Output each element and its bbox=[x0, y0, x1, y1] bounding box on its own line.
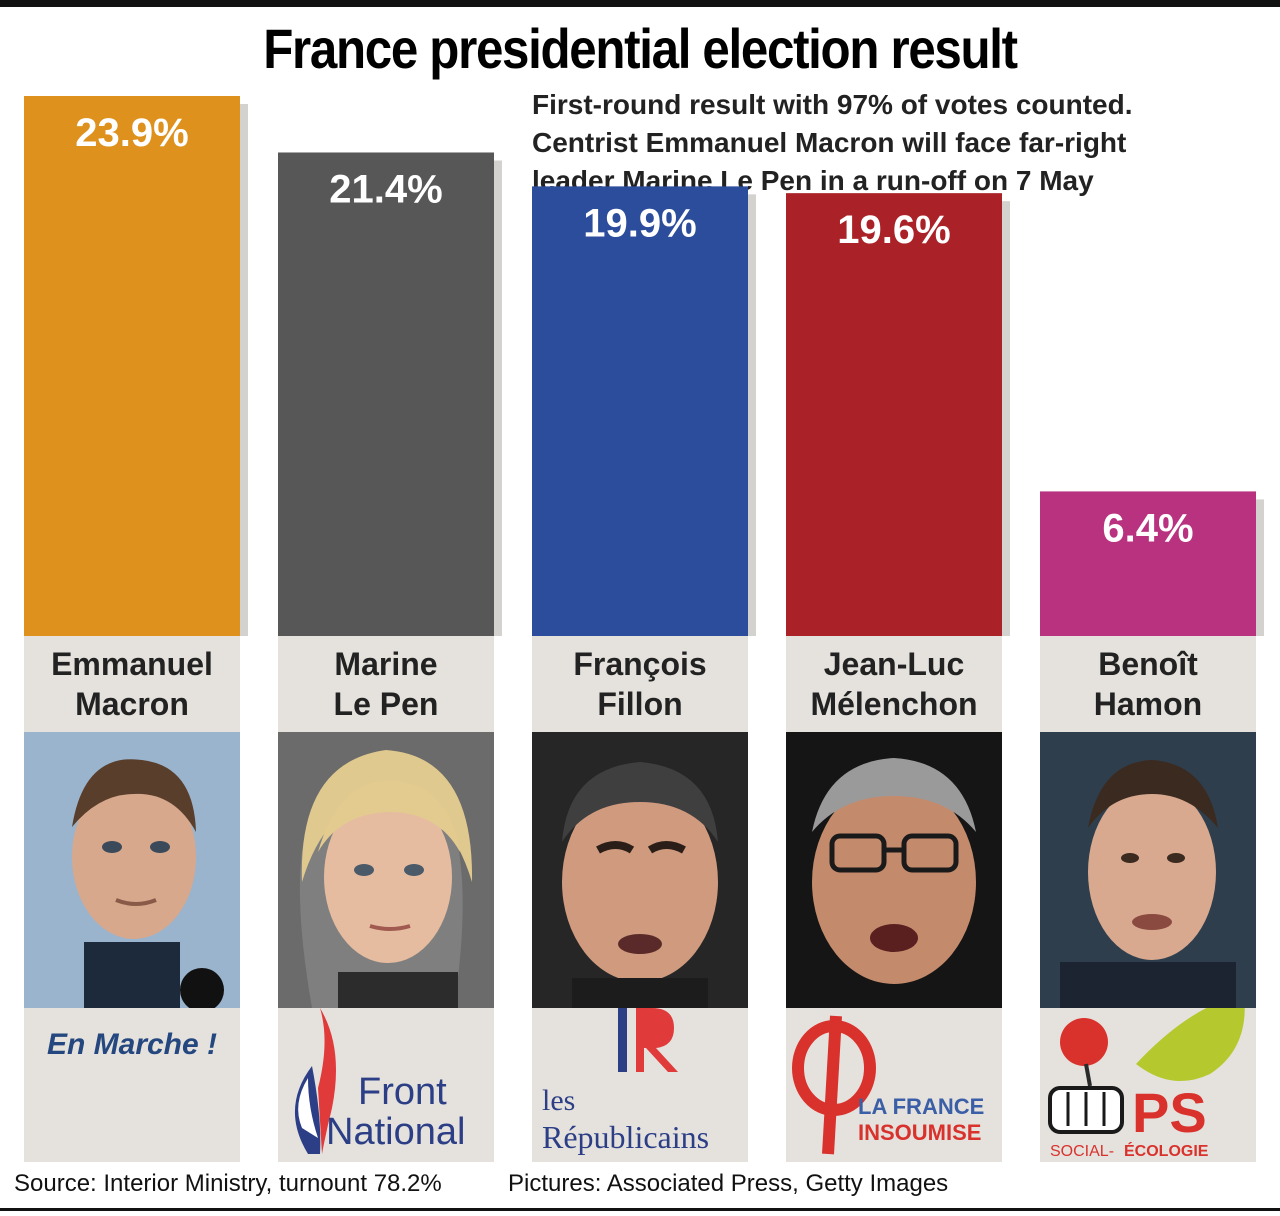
bar-value-label: 19.9% bbox=[583, 201, 696, 245]
bar-value-label: 19.6% bbox=[837, 208, 950, 252]
party-logo-text: ÉCOLOGIE bbox=[1124, 1141, 1209, 1160]
candidate-column-hamon: Benoît Hamon PS SOCIAL- ÉCOLOGIE bbox=[1040, 636, 1256, 1162]
candidate-last-name: Hamon bbox=[1093, 686, 1203, 722]
portrait-photo bbox=[532, 732, 748, 1008]
candidate-column-fillon: François Fillon les Républicains bbox=[532, 636, 748, 1162]
party-logo-text: Front bbox=[358, 1071, 447, 1113]
candidate-last-name: Le Pen bbox=[333, 686, 439, 722]
candidate-name: Emmanuel Macron bbox=[24, 644, 240, 724]
bar-value-label: 23.9% bbox=[75, 111, 188, 155]
chart-title: France presidential election result bbox=[263, 17, 1018, 80]
party-logo-text: Républicains bbox=[542, 1119, 709, 1155]
party-logo-text: SOCIAL- bbox=[1050, 1143, 1114, 1160]
party-logo-les-republicains: les Républicains bbox=[532, 1008, 748, 1162]
portrait-photo bbox=[24, 732, 240, 1008]
candidate-last-name: Fillon bbox=[597, 686, 683, 722]
pictures-credit: Pictures: Associated Press, Getty Images bbox=[508, 1170, 949, 1197]
bar-value-label: 6.4% bbox=[1102, 506, 1193, 550]
portrait-photo bbox=[278, 732, 494, 1008]
candidate-first-name: Emmanuel bbox=[51, 646, 213, 682]
candidate-column-melenchon: Jean-Luc Mélenchon LA FRANCE INSOUMISE bbox=[786, 636, 1002, 1162]
candidate-name: Benoît Hamon bbox=[1040, 644, 1256, 724]
party-logo-text: les bbox=[542, 1084, 575, 1117]
source-note: Source: Interior Ministry, turnount 78.2… bbox=[14, 1170, 442, 1197]
bar-2 bbox=[278, 152, 494, 636]
party-logo-front-national: Front National bbox=[278, 1008, 494, 1162]
rose-icon bbox=[1060, 1018, 1108, 1066]
bar-3 bbox=[532, 186, 748, 636]
subtitle-line-2: Centrist Emmanuel Macron will face far-r… bbox=[532, 127, 1127, 158]
top-rule bbox=[0, 0, 1280, 7]
bar-chart: 23.9% 21.4% 19.9% 19.6% 6.4% bbox=[24, 96, 1264, 636]
leaf-icon bbox=[1136, 994, 1245, 1082]
candidate-first-name: Jean-Luc bbox=[823, 646, 965, 682]
candidate-first-name: Marine bbox=[334, 646, 438, 682]
candidate-name: François Fillon bbox=[532, 644, 748, 724]
candidate-first-name: Benoît bbox=[1098, 646, 1198, 682]
bar-5 bbox=[1040, 491, 1256, 636]
portrait-photo bbox=[1040, 732, 1256, 1008]
bar-value-label: 21.4% bbox=[329, 167, 442, 211]
party-logo-text: PS bbox=[1132, 1081, 1207, 1144]
party-logo-text: En Marche ! bbox=[47, 1028, 217, 1061]
party-logo-text: INSOUMISE bbox=[858, 1120, 981, 1145]
bottom-rule bbox=[0, 1208, 1280, 1211]
candidate-column-macron: Emmanuel Macron En Marche ! bbox=[24, 636, 240, 1162]
candidate-name: Jean-Luc Mélenchon bbox=[786, 644, 1002, 724]
bar-1 bbox=[24, 96, 240, 636]
candidate-last-name: Mélenchon bbox=[810, 686, 978, 722]
candidate-first-name: François bbox=[573, 646, 707, 682]
bar-4 bbox=[786, 193, 1002, 636]
candidate-name: Marine Le Pen bbox=[278, 644, 494, 724]
portrait-photo bbox=[786, 732, 1002, 1008]
party-logo-text: National bbox=[326, 1111, 465, 1153]
candidate-last-name: Macron bbox=[75, 686, 189, 722]
party-logo-la-france-insoumise: LA FRANCE INSOUMISE bbox=[786, 1008, 1002, 1162]
party-logo-text: LA FRANCE bbox=[858, 1094, 984, 1119]
candidate-column-le-pen: Marine Le Pen Front National bbox=[278, 636, 494, 1162]
subtitle-line-1: First-round result with 97% of votes cou… bbox=[532, 89, 1133, 120]
party-logo-en-marche: En Marche ! bbox=[24, 1008, 240, 1162]
party-logo-ps: PS SOCIAL- ÉCOLOGIE bbox=[1040, 994, 1256, 1162]
